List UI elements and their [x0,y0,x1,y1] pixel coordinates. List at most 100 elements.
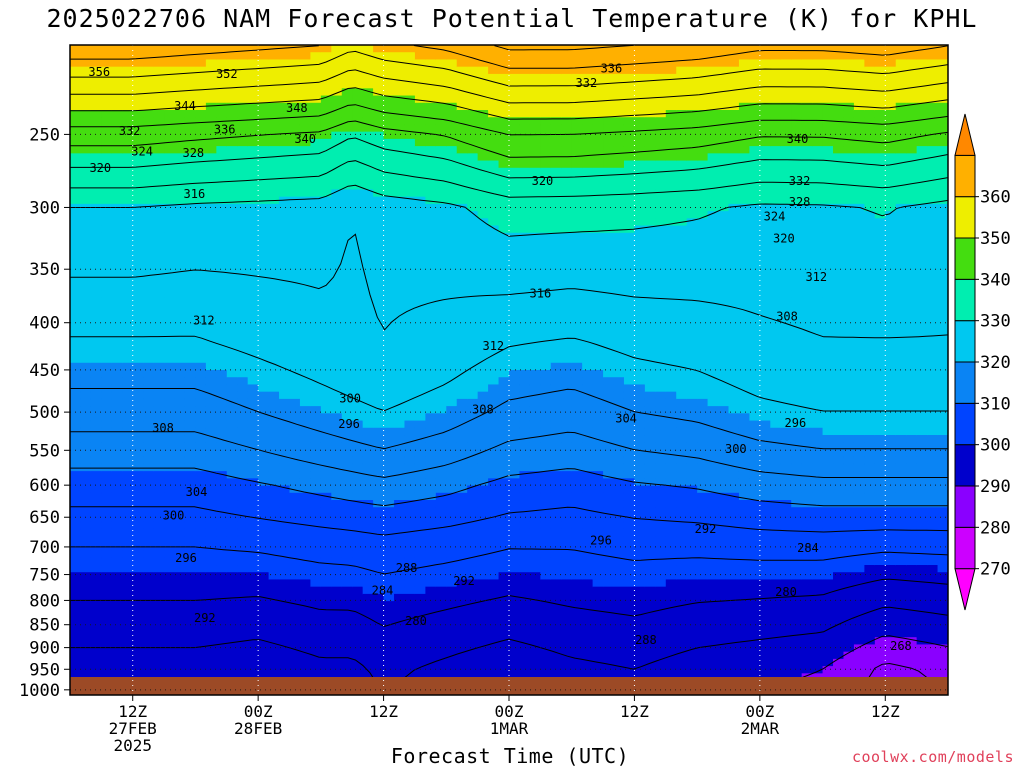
contour-band-cell [143,521,155,530]
contour-band-cell [101,45,113,53]
contour-band-cell [509,138,521,147]
contour-band-cell [205,536,217,544]
contour-band-cell [195,565,207,573]
contour-band-cell [111,297,123,306]
contour-band-cell [529,240,541,248]
contour-band-cell [341,225,353,234]
contour-band-cell [111,514,123,523]
contour-band-cell [132,601,144,609]
contour-band-cell [164,283,176,292]
contour-band-cell [519,427,531,436]
contour-band-cell [550,644,562,653]
contour-band-cell [90,305,102,313]
contour-band-cell [519,240,531,248]
contour-band-cell [488,391,500,400]
contour-band-cell [143,666,155,674]
contour-band-cell [550,225,562,234]
contour-band-cell [299,254,312,263]
contour-band-cell [80,167,92,176]
contour-band-cell [216,651,228,660]
contour-band-cell [456,478,468,487]
contour-band-cell [143,319,155,328]
contour-band-cell [623,247,636,256]
contour-band-cell [414,362,426,371]
contour-band-cell [394,478,406,487]
contour-band-cell [279,283,291,292]
contour-band-cell [289,124,301,133]
contour-band-cell [404,312,416,321]
contour-band-cell [425,565,437,573]
contour-band-cell [467,565,479,573]
contour-band-cell [153,175,165,183]
contour-band-cell [446,81,458,89]
contour-band-cell [268,261,280,270]
contour-band-cell [299,297,312,306]
contour-band-cell [205,471,217,479]
contour-band-cell [477,52,489,61]
contour-band-cell [467,196,479,205]
contour-band-cell [435,305,447,313]
contour-band-cell [592,283,604,292]
contour-band-cell [404,218,416,227]
contour-band-cell [101,175,113,183]
contour-band-cell [153,557,165,566]
contour-band-cell [498,608,510,617]
contour-band-cell [498,167,510,176]
contour-band-cell [488,88,500,97]
contour-band-cell [247,442,259,451]
contour-band-cell [122,370,134,378]
contour-band-cell [561,290,573,299]
contour-band-cell [258,507,270,516]
contour-band-cell [101,637,113,646]
contour-band-cell [435,240,447,248]
contour-band-cell [394,290,406,299]
contour-band-cell [592,312,604,321]
contour-band-cell [226,240,238,248]
contour-band-cell [414,406,426,414]
contour-band-cell [467,52,479,61]
contour-band-cell [435,666,447,674]
contour-band-cell [603,615,615,624]
contour-band-cell [143,644,155,653]
contour-band-cell [299,59,312,68]
contour-band-cell [226,95,238,104]
contour-band-cell [216,254,228,263]
contour-band-cell [352,88,364,97]
contour-band-cell [561,435,573,443]
contour-band-cell [634,131,646,140]
contour-band-cell [153,406,165,414]
contour-band-cell [132,593,144,602]
contour-band-cell [582,565,594,573]
contour-band-cell [467,348,479,357]
contour-band-cell [122,500,134,508]
contour-band-cell [153,658,165,667]
contour-band-cell [80,102,92,111]
contour-band-cell [205,449,217,458]
contour-band-cell [414,456,426,465]
contour-band-cell [550,247,562,256]
contour-band-cell [122,391,134,400]
contour-band-cell [174,312,186,321]
contour-band-cell [456,189,468,198]
contour-band-cell [143,182,155,191]
contour-band-cell [467,572,479,581]
contour-band-cell [174,435,186,443]
contour-band-cell [414,442,426,451]
contour-band-cell [289,550,301,559]
contour-band-cell [435,175,447,183]
contour-band-cell [362,666,374,674]
contour-band-cell [509,88,521,97]
contour-band-cell [341,651,353,660]
contour-band-cell [540,565,552,573]
contour-band-cell [634,312,646,321]
contour-band-cell [634,666,646,674]
contour-band-cell [320,471,332,479]
contour-band-cell [164,254,176,263]
contour-band-cell [70,572,82,581]
contour-band-cell [184,131,197,140]
contour-band-cell [216,471,228,479]
contour-band-cell [362,247,374,256]
contour-band-cell [164,362,176,371]
contour-band-cell [383,377,395,386]
contour-band-cell [644,88,656,97]
